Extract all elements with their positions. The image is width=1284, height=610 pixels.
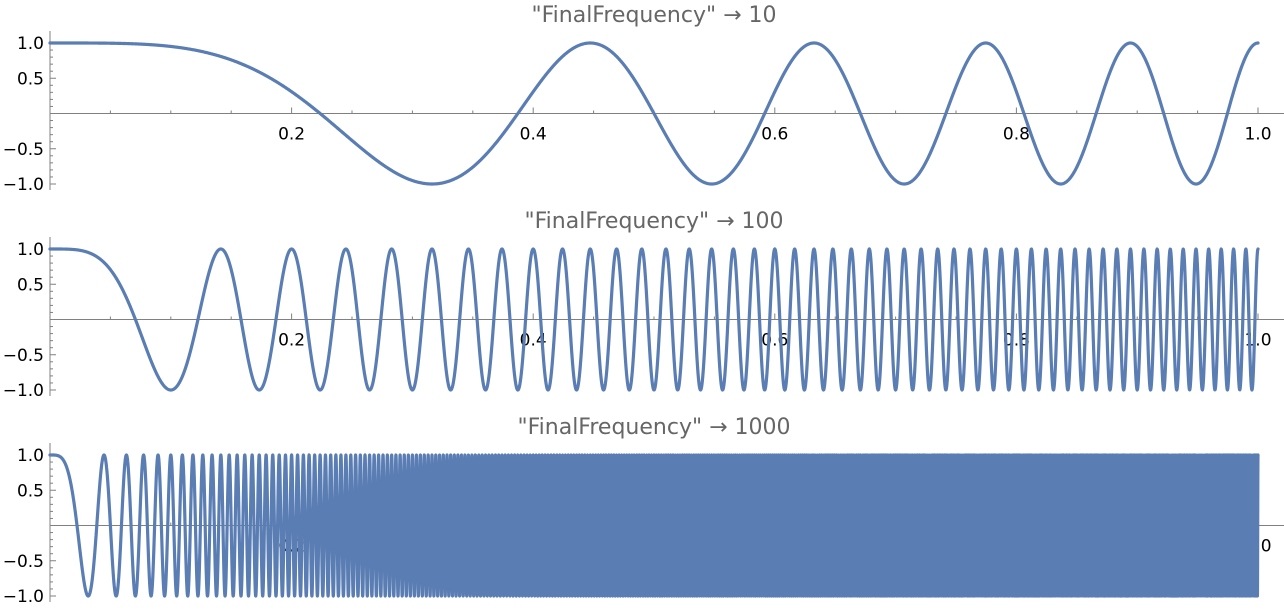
y-tick-label: 0.5: [17, 481, 44, 501]
chart-panel-1: "FinalFrequency" → 10 0.2 0.4 0.6 0.8 1.0 1.0 0…: [0, 0, 1284, 206]
x-tick-label: 0.4: [520, 331, 547, 351]
x-tick-label: 0.6: [761, 331, 788, 351]
series-line: [48, 247, 1260, 392]
y-tick-label: −1.0: [3, 175, 44, 195]
chart-title: "FinalFrequency" → 1000: [517, 415, 790, 440]
y-tick-label: −1.0: [3, 587, 44, 607]
y-tick-label: 0.5: [17, 275, 44, 295]
chart-1: "FinalFrequency" → 10 0.2 0.4 0.6 0.8 1.0 1.0 0…: [3, 3, 1284, 195]
y-tick-label: −0.5: [3, 346, 44, 366]
series-line: [48, 41, 1260, 186]
chart-2: "FinalFrequency" → 1000.2 0.4 0.6 0.8 1.01.0…: [3, 209, 1284, 401]
y-tick-label: 1.0: [17, 240, 44, 260]
y-tick-label: 0.5: [17, 69, 44, 89]
chart-panel-3: "FinalFrequency" → 1000 0.2 0.4 0.6 0.8 1.0 1.…: [0, 412, 1284, 610]
chart-title: "FinalFrequency" → 100: [524, 209, 783, 234]
x-tick-label: 1.0: [1244, 125, 1271, 145]
x-tick-label: 0.2: [278, 331, 305, 351]
chart-title: "FinalFrequency" → 10: [531, 3, 776, 28]
series-line: [48, 453, 1260, 598]
y-tick-label: −0.5: [3, 140, 44, 160]
y-tick-label: 1.0: [17, 446, 44, 466]
y-tick-label: 1.0: [17, 34, 44, 54]
x-tick-label: 0.4: [520, 125, 547, 145]
chart-panel-2: "FinalFrequency" → 100 0.2 0.4 0.6 0.8 1.0 1.0…: [0, 206, 1284, 412]
y-tick-label: −1.0: [3, 381, 44, 401]
x-tick-label: 0.8: [1003, 125, 1030, 145]
y-tick-label: −0.5: [3, 552, 44, 572]
x-tick-label: 0.8: [1003, 331, 1030, 351]
x-tick-label: 0.2: [278, 125, 305, 145]
x-tick-label: 0.6: [761, 125, 788, 145]
